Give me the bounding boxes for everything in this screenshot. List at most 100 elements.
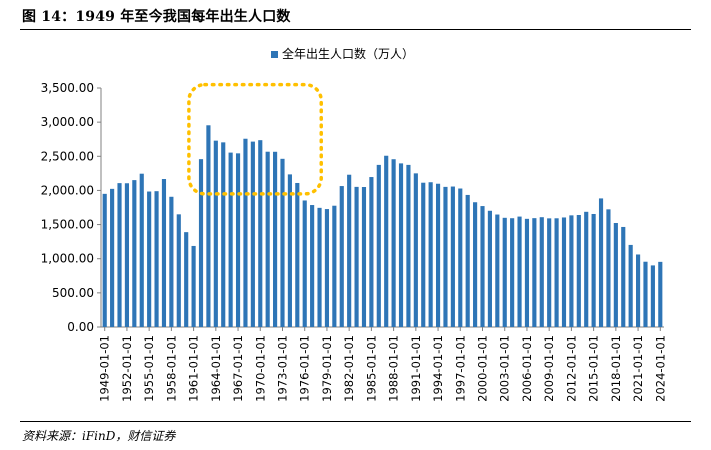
bar: [154, 191, 159, 327]
legend-label: 全年出生人口数（万人）: [282, 46, 414, 61]
x-tick-label: 1955-01-01: [142, 335, 156, 402]
x-tick-label: 2000-01-01: [476, 335, 490, 402]
bar: [258, 140, 263, 327]
bar: [243, 138, 248, 327]
x-tick-label: 1958-01-01: [164, 335, 178, 402]
bar: [547, 218, 552, 327]
x-tick-label: 1988-01-01: [387, 335, 401, 402]
bar: [606, 209, 611, 327]
bar: [524, 218, 530, 327]
y-tick-label: 2,500.00: [41, 149, 94, 163]
x-tick-label: 1964-01-01: [209, 335, 223, 402]
bar: [191, 245, 196, 327]
y-tick-label: 1,000.00: [41, 252, 94, 266]
y-tick-label: 0.00: [67, 320, 94, 334]
bar: [591, 213, 596, 327]
x-tick-label: 2021-01-01: [631, 335, 645, 402]
bar: [354, 186, 359, 327]
title-rule: [20, 29, 691, 30]
bar: [110, 188, 115, 327]
highlight-box: [187, 82, 323, 196]
bar: [421, 182, 426, 327]
bar: [435, 183, 441, 327]
bar: [398, 163, 404, 327]
y-tick-label: 2,000.00: [41, 183, 94, 197]
x-tick-label: 2015-01-01: [587, 335, 601, 402]
bar: [635, 254, 641, 327]
bar: [584, 211, 589, 327]
bar: [347, 174, 352, 327]
bar: [228, 152, 233, 327]
bar: [117, 183, 122, 327]
bar: [206, 125, 211, 327]
bar: [221, 142, 226, 327]
y-axis: 0.00 500.00 1,000.00 1,500.00 2,000.00 2,500.…: [41, 81, 102, 334]
x-tick-label: 2006-01-01: [520, 335, 534, 402]
legend-swatch: [271, 51, 278, 58]
x-tick-label: 1952-01-01: [120, 335, 134, 402]
bar: [495, 214, 500, 327]
bar: [458, 188, 463, 327]
birth-chart: 全年出生人口数（万人） 0.00 500.00 1,000.00 1,500.00 2,…: [41, 46, 668, 402]
bar: [569, 215, 574, 327]
bar: [539, 217, 544, 327]
bar: [384, 155, 389, 327]
x-tick-label: 2009-01-01: [542, 335, 556, 402]
bar: [213, 140, 218, 327]
bar: [324, 209, 330, 327]
bar: [413, 173, 418, 327]
bar: [406, 164, 411, 327]
bar: [450, 186, 455, 327]
source-rule: [20, 421, 691, 422]
bar: [369, 177, 374, 327]
bar: [161, 179, 167, 327]
x-tick-label: 1982-01-01: [342, 335, 356, 402]
bar: [332, 205, 337, 327]
bar: [428, 182, 433, 327]
bar: [139, 173, 144, 327]
x-tick-label: 1976-01-01: [298, 335, 312, 402]
figure-source: 资料来源：iFinD，财信证券: [22, 429, 176, 443]
x-tick-label: 1985-01-01: [364, 335, 378, 402]
bar: [650, 265, 655, 327]
bar: [576, 215, 581, 327]
bar: [102, 193, 107, 327]
x-tick-label: 1967-01-01: [231, 335, 245, 402]
bar: [532, 218, 537, 327]
bar: [169, 196, 174, 327]
bar: [176, 214, 181, 327]
bar: [280, 158, 285, 327]
bar: [295, 182, 300, 327]
bar: [598, 198, 604, 327]
bar: [391, 159, 396, 327]
bar: [487, 210, 492, 327]
bar: [613, 223, 618, 327]
bar: [235, 153, 241, 327]
x-axis: 1949-01-01 1952-01-01 1955-01-01 1958-01-01…: [98, 326, 667, 402]
x-tick-label: 1994-01-01: [431, 335, 445, 402]
x-tick-label: 1970-01-01: [253, 335, 267, 402]
bar: [480, 206, 485, 327]
bar: [198, 159, 204, 327]
bar: [473, 202, 478, 327]
bar: [502, 217, 507, 327]
bar: [643, 261, 648, 327]
bar: [628, 244, 633, 327]
y-tick-label: 500.00: [52, 286, 94, 300]
bar: [621, 226, 626, 327]
bar: [147, 191, 152, 327]
highlight-box-outline: [187, 82, 323, 196]
bar: [465, 194, 470, 327]
bar: [554, 218, 559, 327]
x-tick-label: 2003-01-01: [498, 335, 512, 402]
y-tick-label: 1,500.00: [41, 218, 94, 232]
bar-series: [102, 125, 663, 327]
bar: [658, 261, 663, 327]
x-tick-label: 1997-01-01: [453, 335, 467, 402]
bar: [124, 183, 130, 327]
bar: [302, 200, 307, 327]
bar: [443, 186, 448, 327]
x-tick-label: 1973-01-01: [275, 335, 289, 402]
bar: [184, 232, 189, 327]
bar: [287, 174, 292, 327]
